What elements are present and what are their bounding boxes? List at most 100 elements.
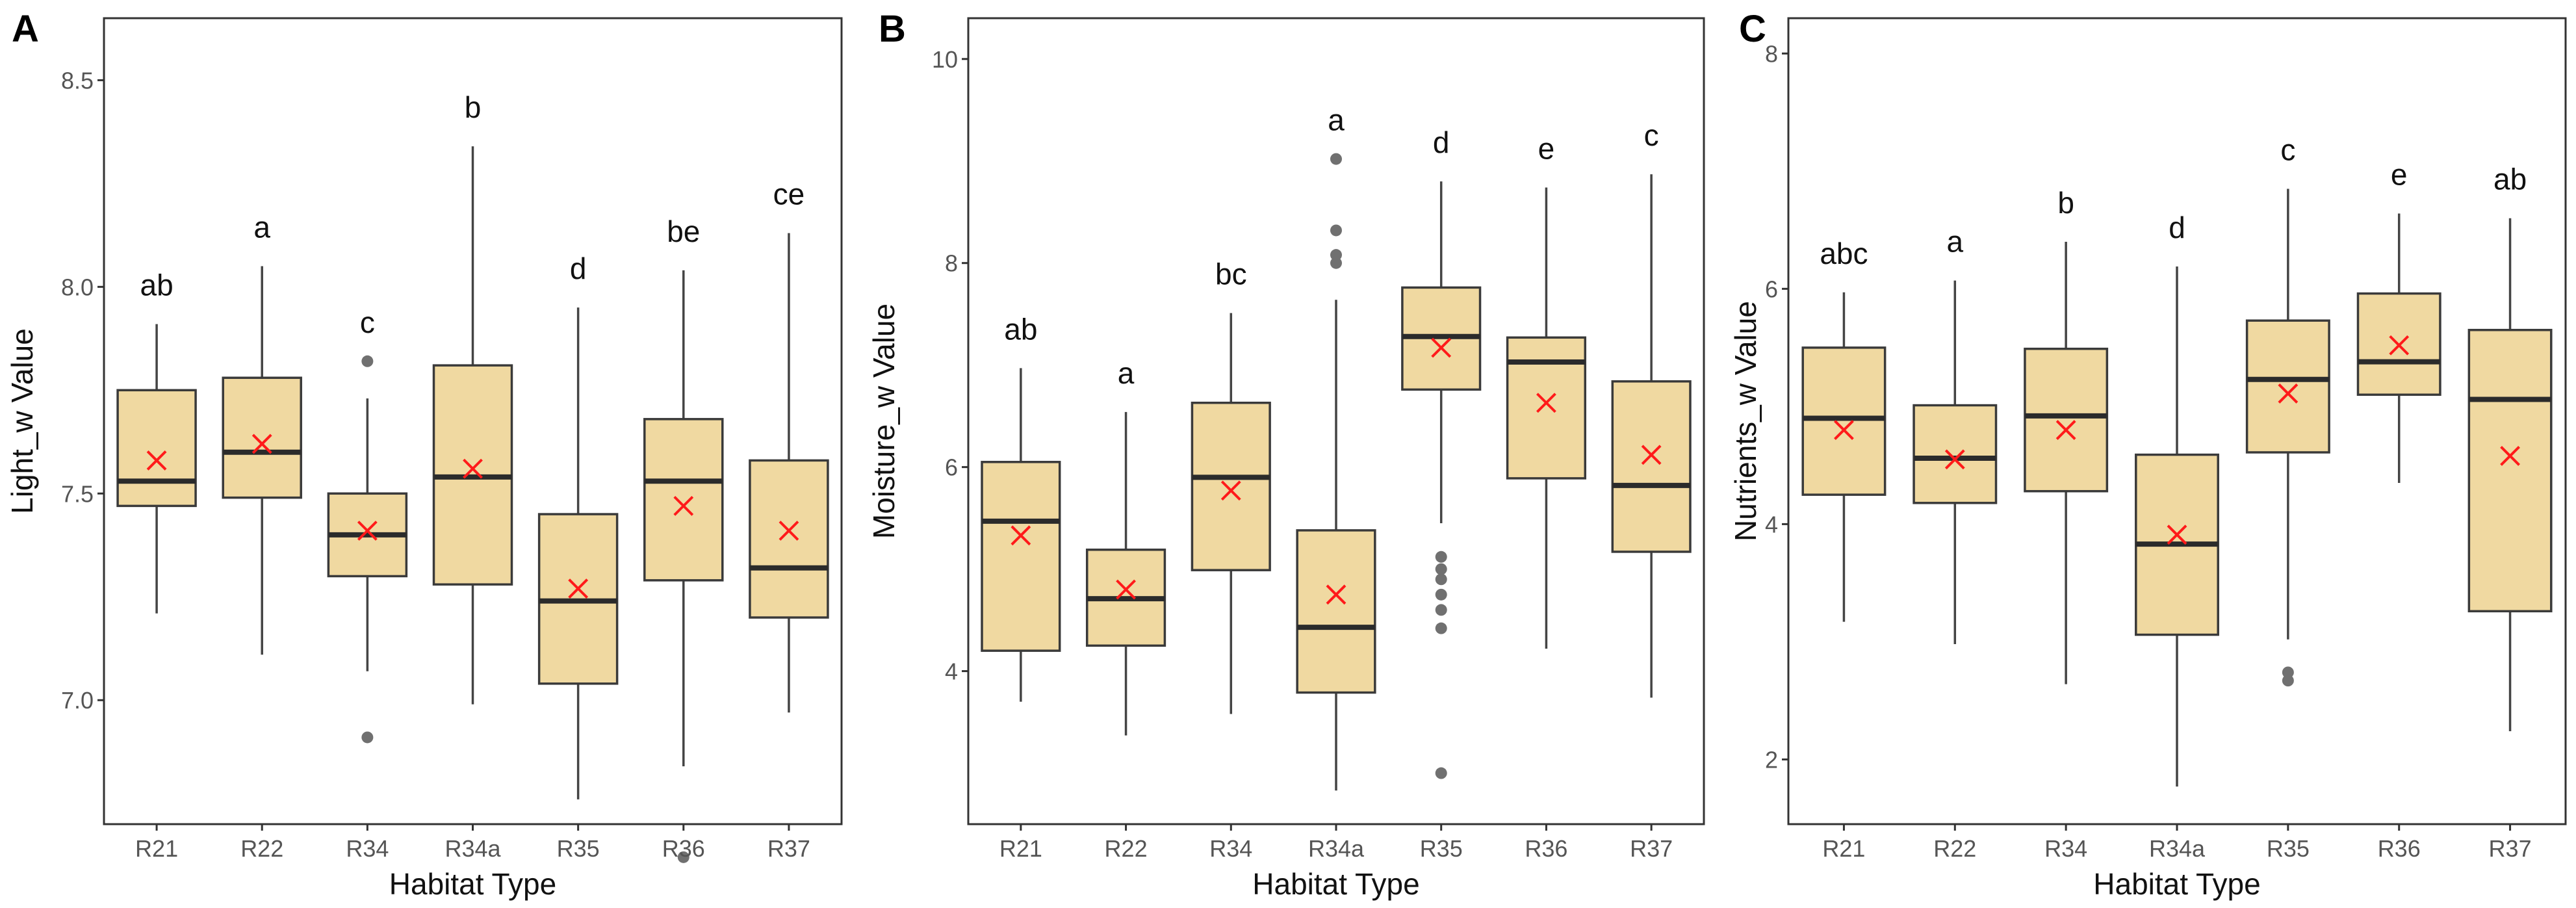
panel-a: A 7.0 7.5 8.0 8.5 Light_w Value ab R21 a R22 c R34 b…	[5, 8, 843, 901]
box-iqr	[2245, 319, 2330, 454]
significance-letter: bc	[1215, 257, 1247, 291]
x-axis-title: Habitat Type	[2093, 867, 2260, 901]
box-iqr	[1191, 401, 1271, 571]
x-tick-label: R37	[767, 835, 810, 862]
box-iqr	[1506, 336, 1587, 480]
significance-letter: e	[1538, 132, 1555, 166]
mean-marker	[1536, 393, 1556, 413]
x-tick-label: R22	[240, 835, 283, 862]
significance-letter: b	[2057, 186, 2074, 220]
x-tick-label: R21	[1822, 835, 1865, 862]
significance-letter: be	[667, 214, 700, 248]
box-iqr	[1611, 380, 1692, 553]
y-tick-label: 8.0	[61, 274, 94, 300]
outlier-point	[1330, 257, 1342, 269]
box-r22: a	[222, 211, 302, 655]
x-tick-label: R35	[557, 835, 600, 862]
significance-letter: a	[1946, 225, 1963, 259]
box-r22: a	[1085, 356, 1166, 736]
box-iqr	[2467, 328, 2553, 613]
box-r34a: d	[2135, 211, 2219, 787]
panel-frame	[967, 17, 1705, 825]
outlier-point	[2282, 666, 2294, 679]
outlier-point	[1435, 563, 1447, 575]
significance-letter: e	[2391, 157, 2408, 191]
significance-letter: ab	[140, 268, 173, 302]
mean-marker	[568, 578, 589, 599]
mean-marker	[1116, 579, 1136, 600]
y-tick-label: 6	[945, 454, 958, 481]
x-tick-label: R36	[2378, 835, 2421, 862]
box-r34: c	[327, 305, 408, 744]
y-tick-label: 8	[1765, 40, 1778, 67]
box-r36: e	[1506, 132, 1587, 649]
mean-marker	[2055, 420, 2076, 440]
outlier-point	[361, 731, 374, 744]
y-axis-title: Nutrients_w Value	[1729, 301, 1762, 541]
mean-marker	[146, 450, 167, 471]
significance-letter: b	[465, 90, 482, 124]
panel-frame	[1787, 17, 2567, 825]
mean-marker	[1834, 420, 1854, 440]
significance-letter: c	[2280, 133, 2295, 166]
significance-letter: c	[360, 305, 375, 339]
outlier-point	[1330, 224, 1342, 237]
significance-letter: d	[2169, 211, 2185, 244]
y-tick-label: 7.5	[61, 480, 94, 507]
y-tick-label: 2	[1765, 746, 1778, 773]
y-tick-label: 7.0	[61, 687, 94, 714]
box-r35: d	[537, 252, 619, 799]
mean-marker	[2167, 525, 2187, 545]
outlier-point	[677, 851, 689, 863]
significance-letter: d	[570, 252, 587, 285]
box-r36: be	[643, 214, 724, 863]
mean-marker	[1944, 449, 1965, 470]
x-tick-label: R21	[135, 835, 178, 862]
outlier-point	[1330, 153, 1342, 165]
box-r34a: b	[432, 90, 513, 705]
panel-letter: A	[12, 8, 39, 50]
y-tick-label: 8.5	[61, 67, 94, 94]
box-r34a: a	[1296, 103, 1376, 791]
mean-marker	[357, 521, 378, 541]
box-r37: ce	[749, 177, 829, 713]
outlier-point	[1435, 604, 1447, 616]
box-iqr	[1801, 346, 1887, 496]
panel-letter: B	[879, 8, 906, 50]
significance-letter: d	[1433, 125, 1450, 159]
outlier-point	[361, 355, 374, 367]
y-tick-label: 8	[945, 250, 958, 277]
mean-marker	[2500, 445, 2520, 466]
significance-letter: a	[1118, 356, 1135, 390]
mean-marker	[1431, 337, 1452, 358]
box-iqr	[1296, 529, 1376, 694]
significance-letter: abc	[1820, 237, 1868, 270]
mean-marker	[251, 434, 272, 454]
mean-marker	[1220, 480, 1241, 501]
y-tick-label: 4	[1765, 511, 1778, 538]
box-iqr	[749, 459, 829, 619]
box-iqr	[1913, 404, 1998, 504]
box-r34: b	[2024, 186, 2109, 684]
y-axis-title: Light_w Value	[5, 328, 39, 514]
x-tick-label: R22	[1933, 835, 1976, 862]
panel-frame	[103, 17, 843, 825]
x-tick-label: R34a	[444, 835, 501, 862]
y-tick-label: 10	[932, 46, 958, 73]
mean-marker	[463, 458, 483, 479]
x-tick-label: R34	[2044, 835, 2087, 862]
x-tick-label: R21	[999, 835, 1042, 862]
box-r35: d	[1401, 125, 1482, 779]
x-tick-label: R34a	[1308, 835, 1365, 862]
panel-letter: C	[1739, 8, 1766, 50]
box-iqr	[981, 461, 1061, 652]
outlier-point	[1435, 767, 1447, 779]
outlier-point	[2282, 675, 2294, 687]
box-r22: a	[1913, 225, 1998, 645]
mean-marker	[2278, 383, 2299, 404]
mean-marker	[2389, 335, 2410, 356]
significance-letter: a	[253, 211, 270, 244]
box-r21: ab	[116, 268, 197, 614]
